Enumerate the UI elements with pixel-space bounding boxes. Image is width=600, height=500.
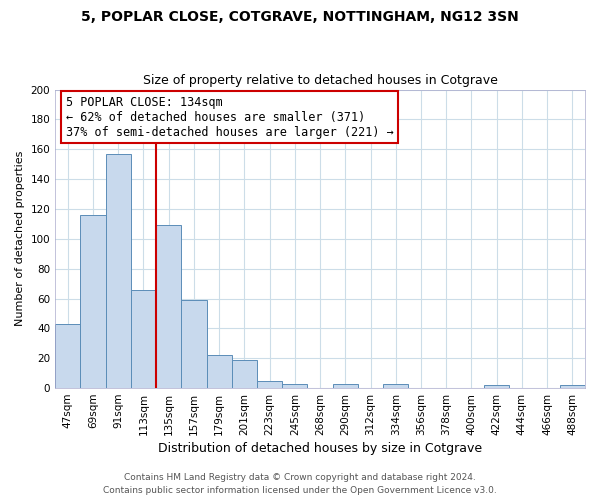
Bar — [383, 384, 409, 388]
Bar — [232, 360, 257, 388]
Bar — [560, 385, 585, 388]
Bar — [131, 290, 156, 388]
Bar — [206, 355, 232, 388]
Bar — [282, 384, 307, 388]
Y-axis label: Number of detached properties: Number of detached properties — [15, 151, 25, 326]
Bar — [257, 380, 282, 388]
Bar — [55, 324, 80, 388]
Text: 5, POPLAR CLOSE, COTGRAVE, NOTTINGHAM, NG12 3SN: 5, POPLAR CLOSE, COTGRAVE, NOTTINGHAM, N… — [81, 10, 519, 24]
Bar — [106, 154, 131, 388]
X-axis label: Distribution of detached houses by size in Cotgrave: Distribution of detached houses by size … — [158, 442, 482, 455]
Bar — [156, 226, 181, 388]
Bar — [80, 215, 106, 388]
Bar — [332, 384, 358, 388]
Bar — [484, 385, 509, 388]
Title: Size of property relative to detached houses in Cotgrave: Size of property relative to detached ho… — [143, 74, 497, 87]
Text: 5 POPLAR CLOSE: 134sqm
← 62% of detached houses are smaller (371)
37% of semi-de: 5 POPLAR CLOSE: 134sqm ← 62% of detached… — [66, 96, 394, 138]
Bar — [181, 300, 206, 388]
Text: Contains HM Land Registry data © Crown copyright and database right 2024.
Contai: Contains HM Land Registry data © Crown c… — [103, 474, 497, 495]
